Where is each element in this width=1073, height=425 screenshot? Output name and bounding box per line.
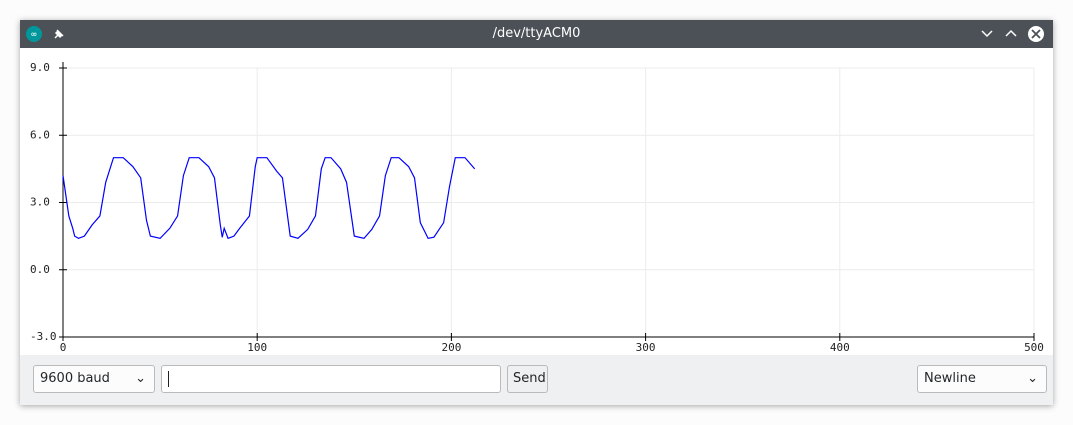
svg-text:∞: ∞ bbox=[31, 30, 37, 40]
x-tick-label: 500 bbox=[1024, 341, 1044, 354]
line-ending-select[interactable]: Newline ⌄ bbox=[917, 365, 1047, 393]
y-tick-label: -3.0 bbox=[30, 330, 57, 343]
window: ∞ /dev/ttyACM0 9600 baud ⌄ Send Newline ⌄ bbox=[20, 20, 1053, 405]
x-tick-label: 400 bbox=[830, 341, 850, 354]
serial-input[interactable] bbox=[161, 365, 501, 393]
y-tick-label: 0.0 bbox=[30, 263, 50, 276]
control-bar: 9600 baud ⌄ Send Newline ⌄ bbox=[20, 355, 1053, 405]
baud-select[interactable]: 9600 baud ⌄ bbox=[33, 365, 155, 393]
x-tick-label: 300 bbox=[636, 341, 656, 354]
data-line bbox=[62, 157, 476, 240]
x-tick-label: 0 bbox=[60, 341, 67, 354]
window-buttons[interactable] bbox=[973, 20, 1053, 48]
baud-label: 9600 baud bbox=[40, 371, 110, 386]
x-tick-label: 100 bbox=[247, 341, 267, 354]
line-ending-label: Newline bbox=[924, 371, 976, 386]
window-title: /dev/ttyACM0 bbox=[492, 26, 581, 41]
y-tick-label: 6.0 bbox=[30, 128, 50, 141]
app-icons: ∞ bbox=[26, 26, 64, 42]
title-bar: ∞ /dev/ttyACM0 bbox=[20, 20, 1053, 48]
x-tick-label: 200 bbox=[441, 341, 461, 354]
send-label: Send bbox=[513, 371, 546, 386]
send-button[interactable]: Send bbox=[507, 365, 548, 393]
y-tick-label: 3.0 bbox=[30, 196, 50, 209]
y-tick-label: 9.0 bbox=[30, 61, 50, 74]
